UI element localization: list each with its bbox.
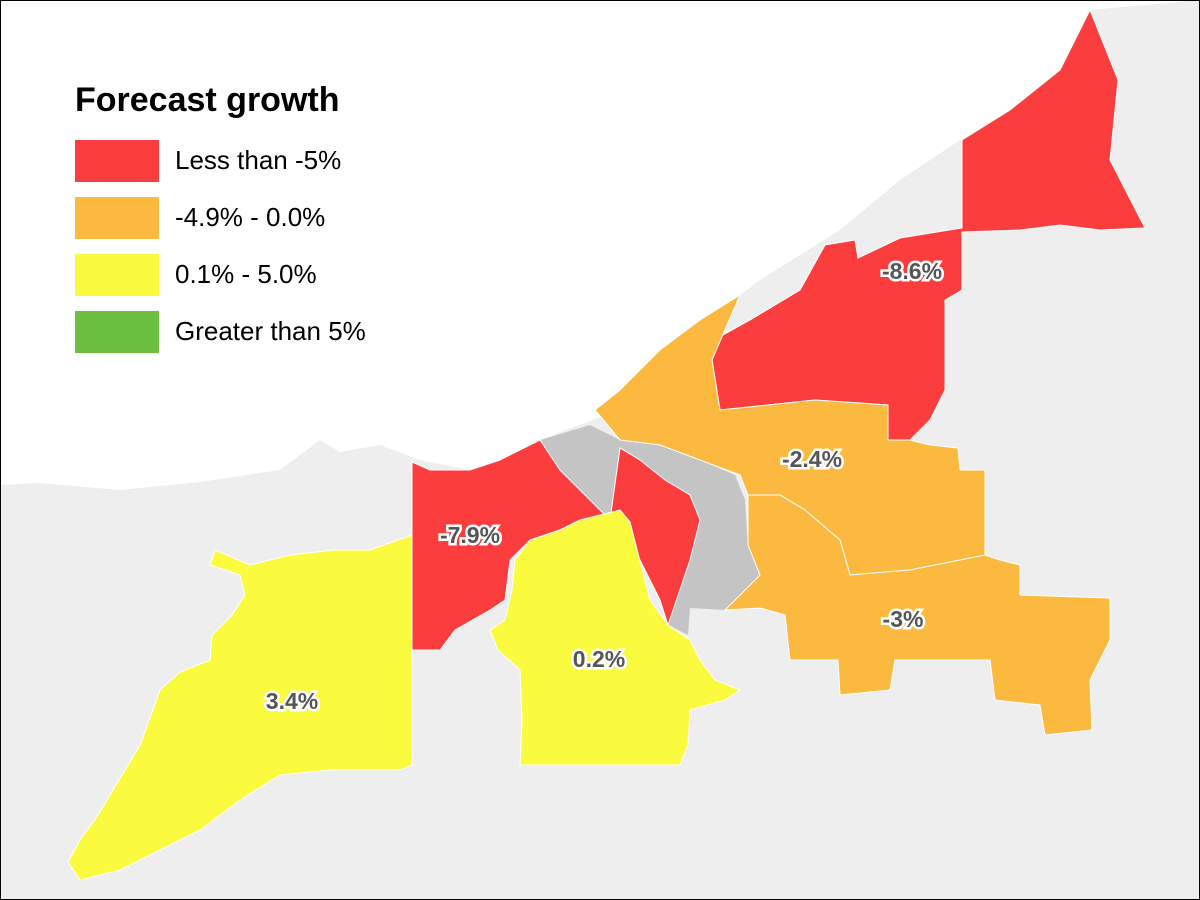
legend-label: Less than -5% (175, 145, 342, 175)
legend-swatch-orange (75, 196, 159, 239)
legend-swatch-yellow (75, 253, 159, 296)
region-label-northeast: -8.6% (882, 258, 942, 284)
region-west-central[interactable] (411, 439, 701, 651)
region-south-central[interactable] (489, 509, 742, 766)
region-label-west-central: -7.9% (440, 522, 500, 548)
region-label-southeast: -3% (883, 606, 924, 632)
legend-label: Greater than 5% (175, 316, 366, 346)
legend-swatch-green (75, 310, 159, 353)
region-southwest[interactable] (67, 534, 413, 881)
region-label-east-central: -2.4% (782, 446, 842, 472)
region-southeast[interactable] (723, 494, 1111, 736)
legend-item-greater-than-5: Greater than 5% (75, 303, 366, 360)
legend-item-less-than-minus-5: Less than -5% (75, 132, 366, 189)
legend-swatch-red (75, 139, 159, 182)
region-east-central[interactable] (594, 293, 986, 576)
legend: Forecast growth Less than -5% -4.9% - 0.… (75, 80, 366, 360)
region-label-southwest: 3.4% (266, 688, 318, 714)
legend-title: Forecast growth (75, 81, 340, 119)
legend-label: 0.1% - 5.0% (175, 259, 317, 289)
legend-item-minus-4-9-to-0: -4.9% - 0.0% (75, 189, 366, 246)
legend-label: -4.9% - 0.0% (175, 202, 326, 232)
legend-item-0-1-to-5: 0.1% - 5.0% (75, 246, 366, 303)
region-label-south-central: 0.2% (573, 646, 625, 672)
